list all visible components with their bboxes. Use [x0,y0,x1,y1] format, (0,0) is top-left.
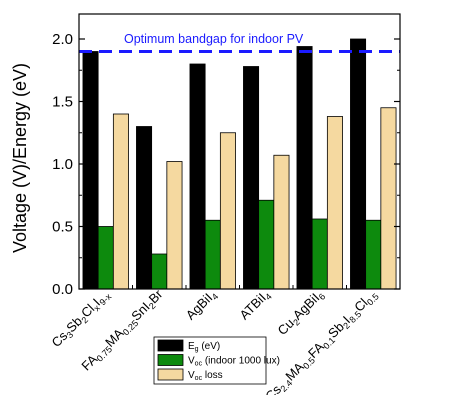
y-tick-label: 1.5 [52,94,73,111]
legend-entry-0: Eg (eV) [188,341,220,353]
category-label: Cs2.4MA0.5FA0.1Sb2I8.5Cl0.5 [262,287,381,395]
y-tick-label: 0.5 [52,219,73,236]
reference-line-label: Optimum bandgap for indoor PV [124,32,304,46]
bar-series-1-cat-0 [97,226,114,290]
bar-series-2-cat-3 [273,154,290,290]
category-label: Cu2AgBiI6 [274,287,327,340]
y-tick-label: 1.0 [52,156,73,173]
bar-series-2-cat-0 [112,113,129,290]
legend-swatch-1 [157,354,184,366]
category-label: ATBiI4 [236,287,273,324]
bar-series-2-cat-1 [166,161,183,290]
bar-series-1-cat-1 [151,253,168,290]
bar-series-0-cat-5 [350,38,367,290]
bar-series-2-cat-5 [380,107,397,290]
bar-series-2-cat-4 [326,116,343,290]
legend-entry-2: Voc loss [188,370,223,382]
legend-swatch-0 [157,339,184,352]
category-label: AgBiI4 [183,287,221,325]
legend-swatch-2 [157,368,184,381]
bar-series-2-cat-2 [219,132,236,290]
bar-series-1-cat-5 [365,219,382,290]
bar-series-0-cat-2 [189,63,206,290]
bar-series-1-cat-3 [258,199,275,290]
bar-series-1-cat-4 [311,218,328,290]
bar-series-1-cat-2 [204,219,221,290]
bar-series-0-cat-0 [82,51,99,290]
y-axis-title: Voltage (V)/Energy (eV) [10,63,30,253]
legend-entry-1: Voc (indoor 1000 lux) [188,356,280,368]
bar-series-0-cat-1 [136,126,153,290]
bar-series-0-cat-4 [296,46,313,290]
y-tick-label: 2.0 [52,31,73,48]
bar-series-0-cat-3 [243,66,260,290]
y-tick-label: 0.0 [52,281,73,298]
